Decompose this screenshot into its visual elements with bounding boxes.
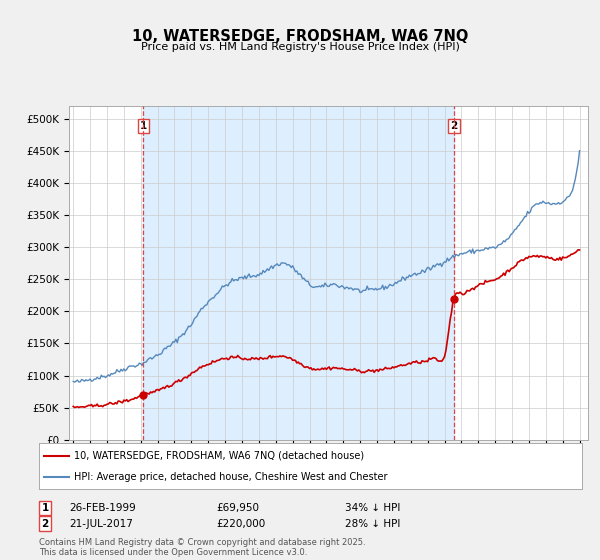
- Text: 2: 2: [450, 120, 457, 130]
- Text: 21-JUL-2017: 21-JUL-2017: [69, 519, 133, 529]
- Text: Contains HM Land Registry data © Crown copyright and database right 2025.
This d: Contains HM Land Registry data © Crown c…: [39, 538, 365, 557]
- Text: £220,000: £220,000: [216, 519, 265, 529]
- Text: 1: 1: [140, 120, 147, 130]
- Text: Price paid vs. HM Land Registry's House Price Index (HPI): Price paid vs. HM Land Registry's House …: [140, 42, 460, 52]
- Text: £69,950: £69,950: [216, 503, 259, 513]
- Text: 2: 2: [41, 519, 49, 529]
- Text: 1: 1: [41, 503, 49, 513]
- Text: 34% ↓ HPI: 34% ↓ HPI: [345, 503, 400, 513]
- Text: 10, WATERSEDGE, FRODSHAM, WA6 7NQ (detached house): 10, WATERSEDGE, FRODSHAM, WA6 7NQ (detac…: [74, 451, 364, 461]
- Text: 10, WATERSEDGE, FRODSHAM, WA6 7NQ: 10, WATERSEDGE, FRODSHAM, WA6 7NQ: [132, 30, 468, 44]
- Text: 26-FEB-1999: 26-FEB-1999: [69, 503, 136, 513]
- Bar: [143, 106, 454, 440]
- Text: HPI: Average price, detached house, Cheshire West and Chester: HPI: Average price, detached house, Ches…: [74, 473, 388, 482]
- Text: 28% ↓ HPI: 28% ↓ HPI: [345, 519, 400, 529]
